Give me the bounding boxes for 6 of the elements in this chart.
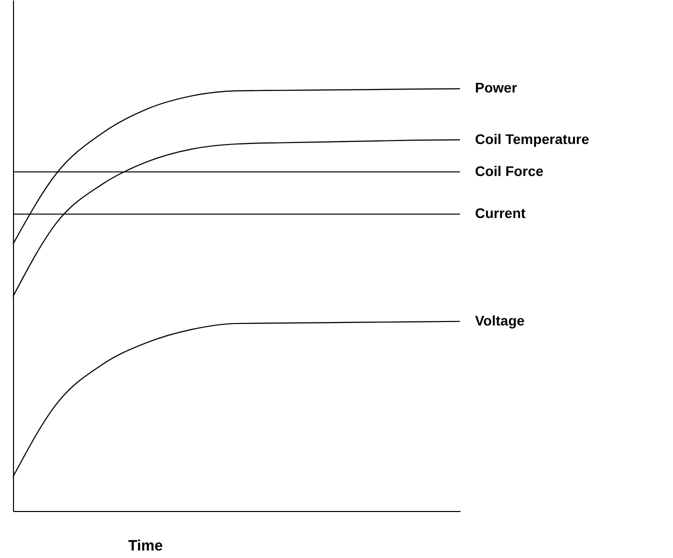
series-label: Current	[475, 205, 526, 222]
series-label: Power	[475, 80, 518, 96]
series-label: Coil Force	[475, 162, 544, 179]
x-axis-title: Time	[128, 538, 163, 554]
series-label: Coil Temperature	[475, 130, 590, 147]
series-label: Voltage	[475, 312, 525, 328]
